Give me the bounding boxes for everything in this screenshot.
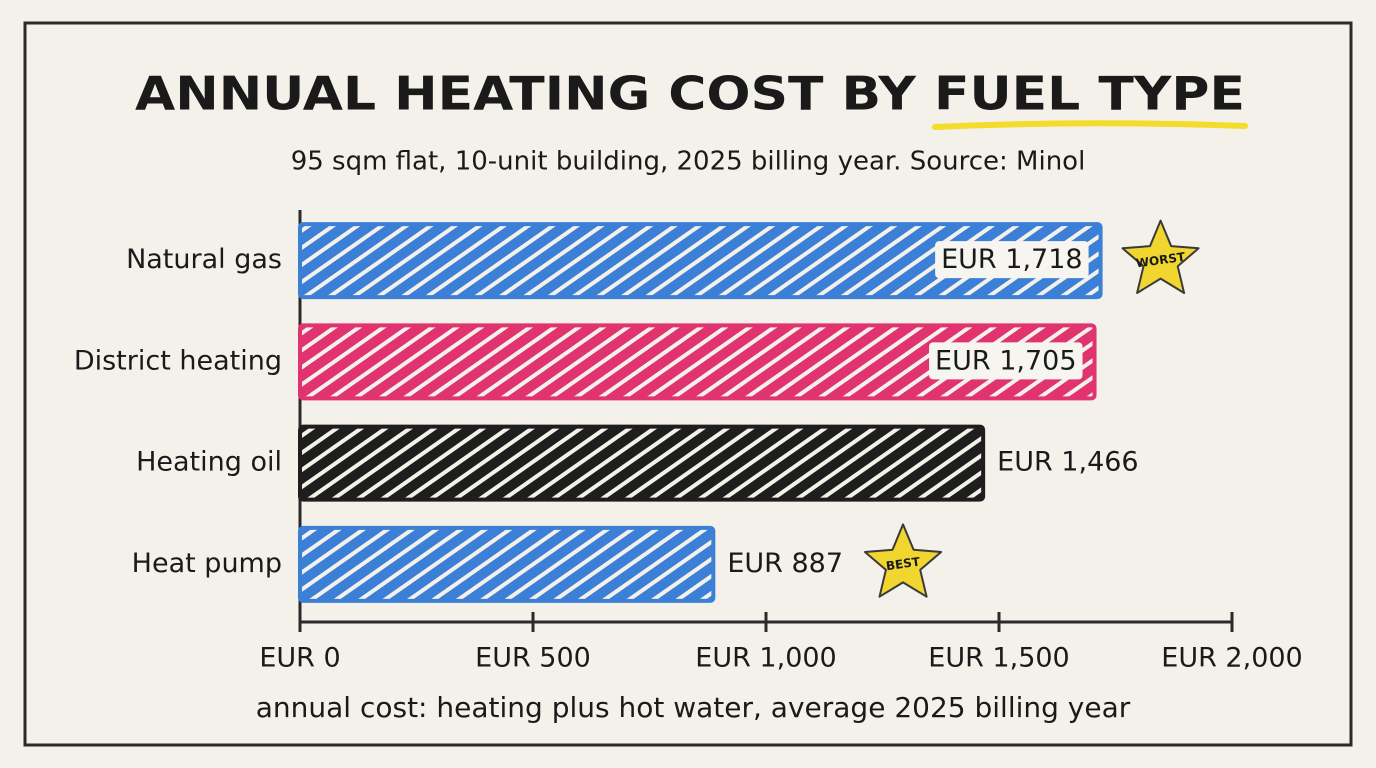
chart-subtitle: 95 sqm flat, 10-unit building, 2025 bill… (291, 147, 1086, 177)
bar (298, 222, 1103, 300)
category-label: District heating (74, 345, 282, 376)
x-tick-label: EUR 500 (475, 643, 591, 674)
value-label: EUR 1,466 (997, 447, 1138, 478)
category-label: Natural gas (126, 244, 282, 275)
plot-area: EUR 0 EUR 500 EUR 1,000 EUR 1,500 EUR 2,000 E… (74, 210, 1303, 674)
value-label: EUR 1,718 (941, 244, 1082, 275)
frame (23, 21, 1353, 747)
bar (298, 525, 716, 603)
x-tick-label: EUR 1,000 (695, 643, 836, 674)
value-label: EUR 887 (727, 548, 843, 579)
x-tick-label: EUR 0 (259, 643, 340, 674)
bar (298, 323, 1097, 401)
annotation-star (864, 523, 943, 598)
annotation-text: WORST (1135, 250, 1187, 271)
x-axis-label: annual cost: heating plus hot water, ave… (256, 691, 1131, 724)
annotation-star (1121, 219, 1200, 294)
bar (298, 424, 986, 502)
value-label: EUR 1,705 (935, 345, 1076, 376)
category-label: Heating oil (136, 447, 282, 478)
value-label-bg (929, 342, 1083, 380)
category-label: Heat pump (132, 548, 282, 579)
x-tick-label: EUR 2,000 (1161, 643, 1302, 674)
value-label-bg (935, 241, 1089, 279)
title-highlight (932, 120, 1248, 130)
annotation-text: BEST (885, 554, 922, 573)
x-tick-label: EUR 1,500 (928, 643, 1069, 674)
chart-title: ANNUAL HEATING COST BY FUEL TYPE (135, 67, 1245, 121)
